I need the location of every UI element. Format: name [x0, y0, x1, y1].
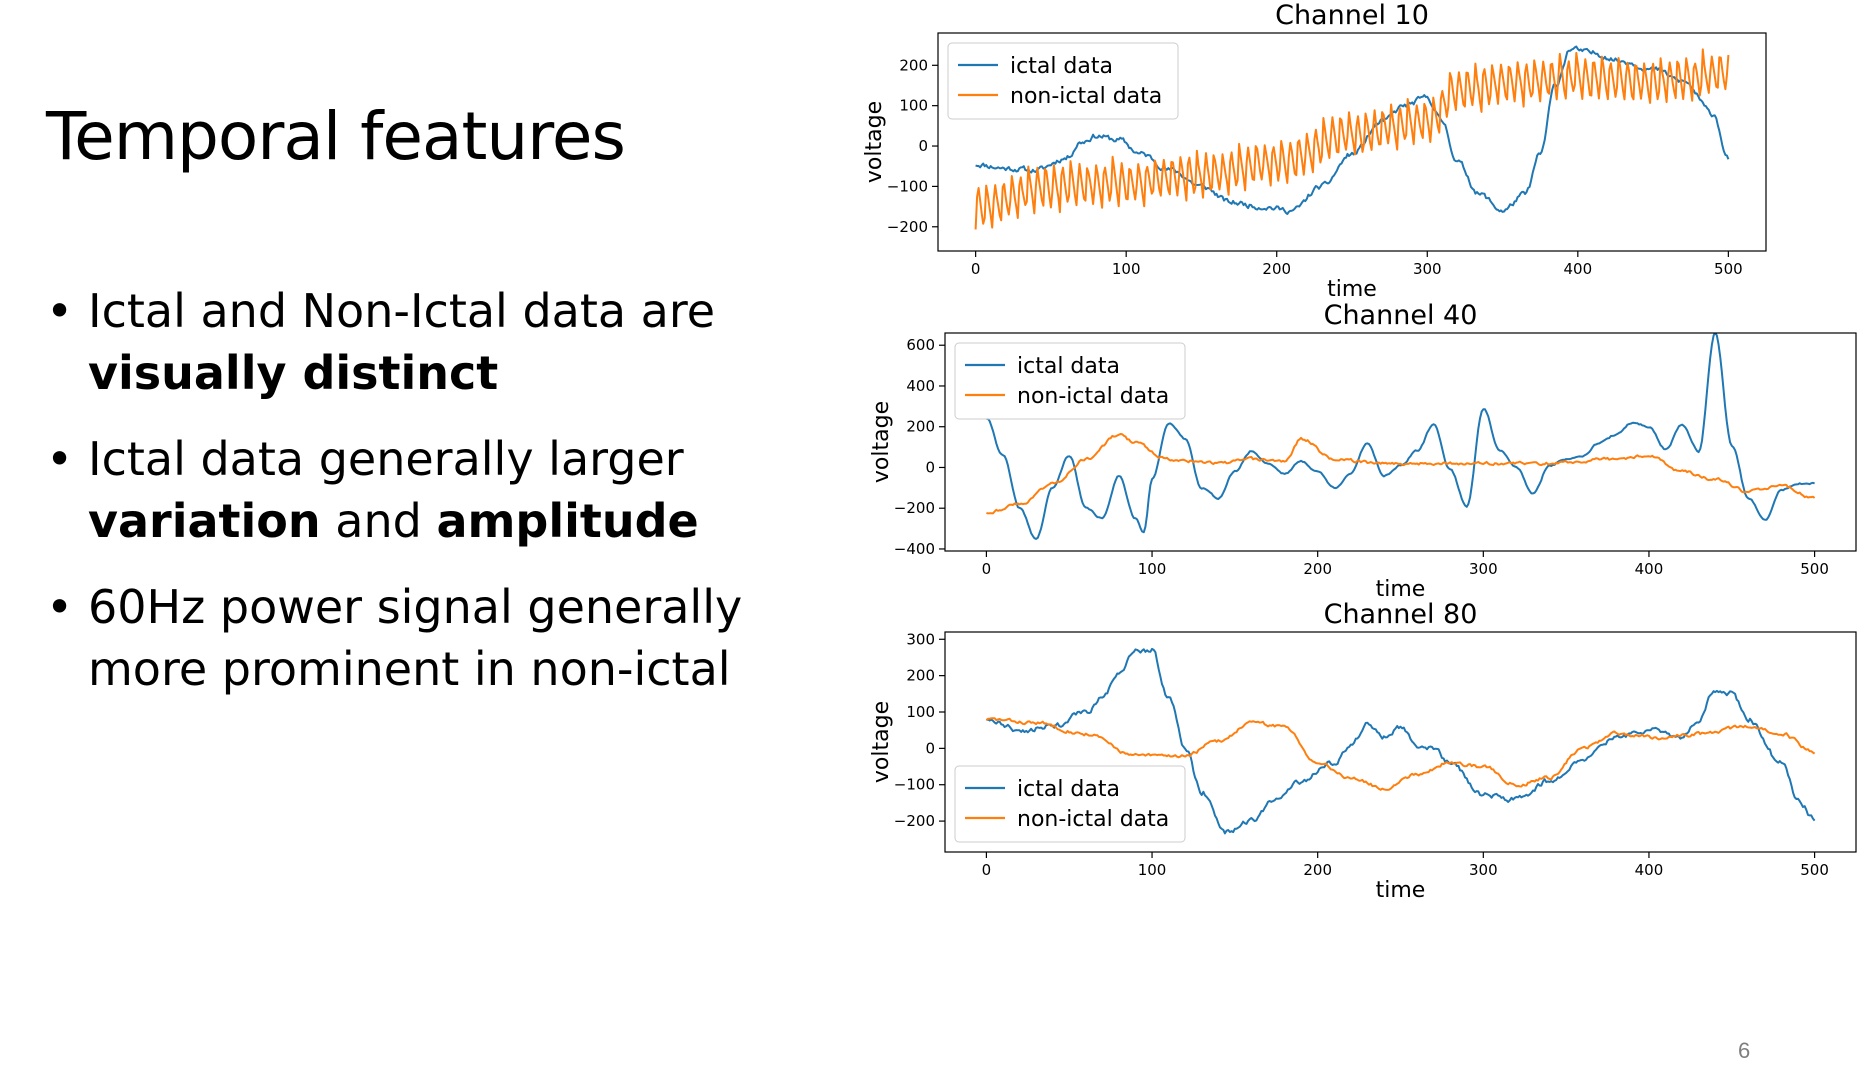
- y-axis-label: voltage: [862, 101, 887, 183]
- bullet-item: • Ictal and Non-Ictal data are visually d…: [46, 280, 806, 404]
- y-tick-label: 300: [906, 630, 935, 648]
- legend-label: non-ictal data: [1017, 807, 1169, 832]
- series-group: [974, 45, 1730, 230]
- y-tick-label: −200: [887, 218, 928, 236]
- plot-frame: [937, 32, 1767, 252]
- x-tick-label: 200: [1303, 861, 1332, 879]
- y-tick-label: −100: [894, 776, 935, 794]
- chart-group: Channel 10 0 100 200 300 400 500 −200 −100 0 100 20…: [862, 0, 1767, 302]
- y-tick-label: 600: [906, 336, 935, 354]
- x-tick-label: 100: [1138, 560, 1167, 578]
- page-number: 6: [1738, 1038, 1751, 1063]
- y-tick-label: 200: [899, 56, 928, 74]
- series-line-non-ictal: [986, 433, 1816, 515]
- x-tick-label: 200: [1262, 260, 1291, 278]
- legend-box: [954, 765, 1186, 843]
- x-tick-label: 500: [1714, 260, 1743, 278]
- x-tick-label: 0: [982, 560, 992, 578]
- bullet-item: • Ictal data generally larger variation a…: [46, 428, 806, 552]
- y-tick-label: −400: [894, 540, 935, 558]
- x-tick-label: 300: [1413, 260, 1442, 278]
- bullet-emphasis: amplitude: [436, 494, 699, 548]
- bullet-list: • Ictal and Non-Ictal data are visually d…: [46, 280, 806, 724]
- x-tick-label: 500: [1800, 861, 1829, 879]
- bullet-dot-icon: •: [46, 432, 74, 486]
- slide-title: Temporal features: [46, 98, 626, 175]
- chart-title: Channel 10: [1275, 0, 1429, 31]
- legend-box: [954, 342, 1186, 420]
- bullet-emphasis: visually distinct: [88, 346, 499, 400]
- series-group: [985, 647, 1816, 835]
- x-tick-label: 100: [1112, 260, 1141, 278]
- series-line-non-ictal: [985, 717, 1816, 791]
- chart-group: Channel 40 0 100 200 300 400 500 −400 −200 0 200 40…: [869, 300, 1857, 602]
- x-axis-label: time: [1376, 577, 1426, 602]
- y-tick-label: 200: [906, 418, 935, 436]
- x-tick-label: 300: [1469, 861, 1498, 879]
- y-tick-label: 400: [906, 377, 935, 395]
- x-tick-label: 0: [971, 260, 981, 278]
- x-tick-label: 200: [1303, 560, 1332, 578]
- bullet-text: Ictal and Non-Ictal data are: [88, 284, 716, 338]
- y-tick-label: −200: [894, 812, 935, 830]
- bullet-dot-icon: •: [46, 580, 74, 634]
- x-tick-label: 400: [1563, 260, 1592, 278]
- plot-frame: [944, 332, 1857, 552]
- legend-label: ictal data: [1017, 354, 1120, 379]
- chart-title: Channel 80: [1324, 599, 1478, 630]
- y-axis-label: voltage: [869, 401, 894, 483]
- legend: ictal data non-ictal data: [954, 342, 1186, 420]
- series-line-non-ictal: [974, 48, 1730, 230]
- y-tick-label: −100: [887, 177, 928, 195]
- y-tick-label: 200: [906, 667, 935, 685]
- legend: ictal data non-ictal data: [954, 765, 1186, 843]
- legend-label: ictal data: [1010, 54, 1113, 79]
- chart-group: Channel 80 0 100 200 300 400 500 −200 −100 0 100 20…: [869, 599, 1857, 903]
- y-tick-label: 100: [899, 97, 928, 115]
- x-axis-label: time: [1327, 277, 1377, 302]
- y-tick-label: 0: [925, 739, 935, 757]
- bullet-emphasis: variation: [88, 494, 321, 548]
- x-tick-label: 100: [1138, 861, 1167, 879]
- y-axis-label: voltage: [869, 701, 894, 783]
- bullet-text: 60Hz power signal generally more promine…: [88, 580, 743, 696]
- y-tick-label: 0: [918, 137, 928, 155]
- series-line-ictal: [986, 333, 1815, 540]
- x-tick-label: 400: [1635, 861, 1664, 879]
- chart-channel-80: Channel 80 0 100 200 300 400 500 −200 −100 0 100 20…: [869, 599, 1857, 903]
- chart-channel-10: Channel 10 0 100 200 300 400 500 −200 −100 0 100 20…: [862, 0, 1767, 302]
- legend: ictal data non-ictal data: [947, 42, 1179, 120]
- y-tick-label: 0: [925, 458, 935, 476]
- bullet-text: Ictal data generally larger: [88, 432, 684, 486]
- x-tick-label: 400: [1635, 560, 1664, 578]
- legend-box: [947, 42, 1179, 120]
- chart-channel-40: Channel 40 0 100 200 300 400 500 −400 −200 0 200 40…: [869, 300, 1857, 602]
- y-tick-label: −200: [894, 499, 935, 517]
- bullet-item: • 60Hz power signal generally more promin…: [46, 576, 806, 700]
- legend-label: non-ictal data: [1010, 84, 1162, 109]
- x-tick-label: 500: [1800, 560, 1829, 578]
- legend-label: ictal data: [1017, 777, 1120, 802]
- chart-title: Channel 40: [1324, 300, 1478, 331]
- x-tick-label: 300: [1469, 560, 1498, 578]
- plot-frame: [944, 631, 1857, 853]
- legend-label: non-ictal data: [1017, 384, 1169, 409]
- bullet-dot-icon: •: [46, 284, 74, 338]
- y-tick-label: 100: [906, 703, 935, 721]
- bullet-text: and: [320, 494, 437, 548]
- x-tick-label: 0: [982, 861, 992, 879]
- series-group: [986, 333, 1816, 540]
- x-axis-label: time: [1376, 878, 1426, 903]
